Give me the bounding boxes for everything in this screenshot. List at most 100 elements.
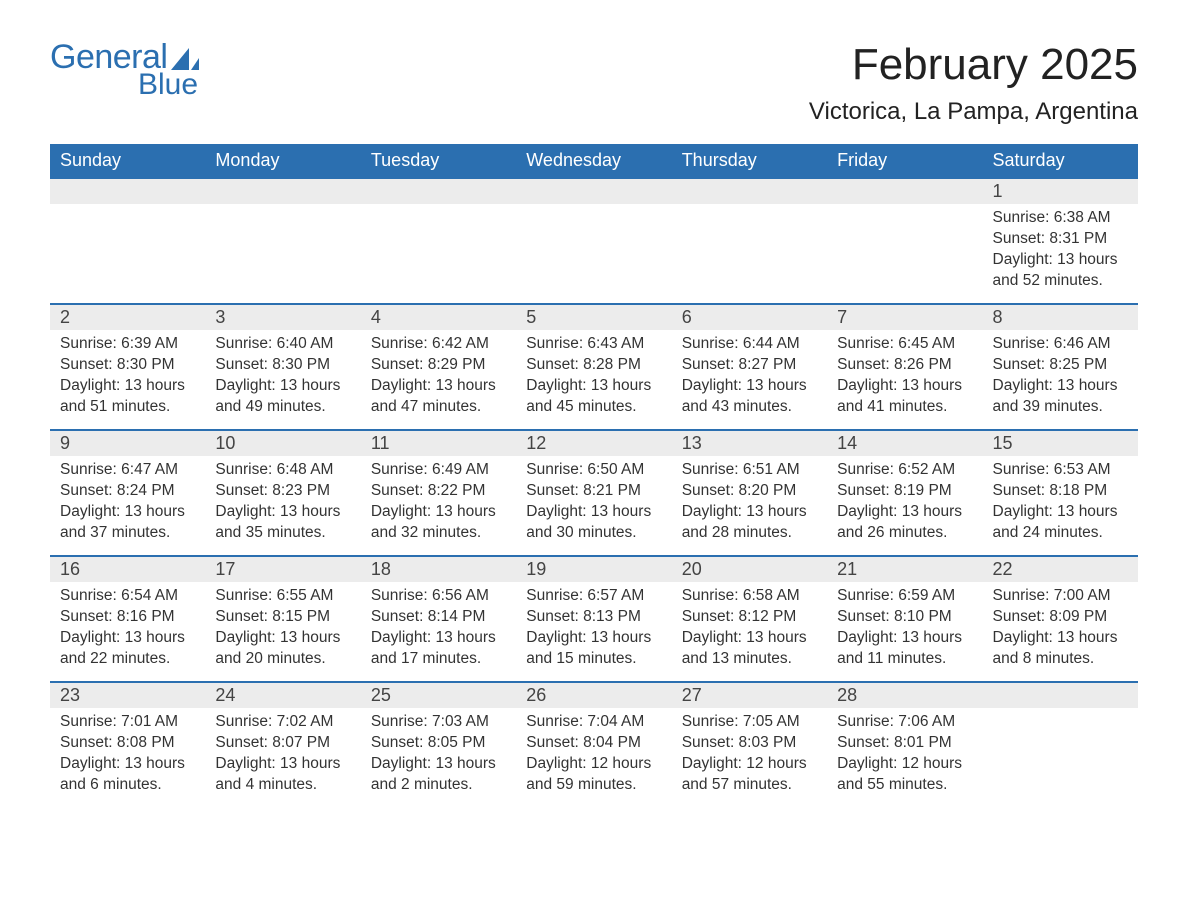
daylight-text: Daylight: 13 hours and 43 minutes. (682, 376, 817, 418)
calendar-cell: 6Sunrise: 6:44 AMSunset: 8:27 PMDaylight… (672, 304, 827, 430)
calendar-cell: 27Sunrise: 7:05 AMSunset: 8:03 PMDayligh… (672, 682, 827, 808)
logo: General Blue (50, 40, 199, 100)
logo-sail-icon (171, 48, 199, 70)
daylight-text: Daylight: 13 hours and 24 minutes. (993, 502, 1128, 544)
day-header-row: Sunday Monday Tuesday Wednesday Thursday… (50, 144, 1138, 178)
calendar-cell: 7Sunrise: 6:45 AMSunset: 8:26 PMDaylight… (827, 304, 982, 430)
day-number: 13 (672, 431, 827, 456)
day-number: 10 (205, 431, 360, 456)
sunrise-text: Sunrise: 6:39 AM (60, 334, 195, 355)
daylight-text: Daylight: 12 hours and 59 minutes. (526, 754, 661, 796)
sunset-text: Sunset: 8:09 PM (993, 607, 1128, 628)
sunset-text: Sunset: 8:29 PM (371, 355, 506, 376)
day-body: Sunrise: 6:53 AMSunset: 8:18 PMDaylight:… (983, 456, 1138, 552)
day-header: Wednesday (516, 144, 671, 178)
day-number (827, 179, 982, 204)
sunset-text: Sunset: 8:16 PM (60, 607, 195, 628)
calendar-cell: 26Sunrise: 7:04 AMSunset: 8:04 PMDayligh… (516, 682, 671, 808)
sunrise-text: Sunrise: 6:38 AM (993, 208, 1128, 229)
sunrise-text: Sunrise: 7:01 AM (60, 712, 195, 733)
day-body: Sunrise: 6:57 AMSunset: 8:13 PMDaylight:… (516, 582, 671, 678)
daylight-text: Daylight: 12 hours and 57 minutes. (682, 754, 817, 796)
sunrise-text: Sunrise: 7:03 AM (371, 712, 506, 733)
day-body: Sunrise: 6:54 AMSunset: 8:16 PMDaylight:… (50, 582, 205, 678)
day-header: Saturday (983, 144, 1138, 178)
logo-text-blue: Blue (138, 70, 199, 100)
day-body: Sunrise: 6:58 AMSunset: 8:12 PMDaylight:… (672, 582, 827, 678)
daylight-text: Daylight: 13 hours and 37 minutes. (60, 502, 195, 544)
daylight-text: Daylight: 13 hours and 30 minutes. (526, 502, 661, 544)
sunrise-text: Sunrise: 6:51 AM (682, 460, 817, 481)
sunrise-text: Sunrise: 7:04 AM (526, 712, 661, 733)
day-number: 16 (50, 557, 205, 582)
day-number: 14 (827, 431, 982, 456)
calendar-cell: 18Sunrise: 6:56 AMSunset: 8:14 PMDayligh… (361, 556, 516, 682)
day-body: Sunrise: 6:39 AMSunset: 8:30 PMDaylight:… (50, 330, 205, 426)
day-body: Sunrise: 6:46 AMSunset: 8:25 PMDaylight:… (983, 330, 1138, 426)
calendar-cell (827, 178, 982, 304)
calendar-cell: 12Sunrise: 6:50 AMSunset: 8:21 PMDayligh… (516, 430, 671, 556)
day-number: 12 (516, 431, 671, 456)
calendar-cell: 21Sunrise: 6:59 AMSunset: 8:10 PMDayligh… (827, 556, 982, 682)
day-number (50, 179, 205, 204)
sunset-text: Sunset: 8:26 PM (837, 355, 972, 376)
sunrise-text: Sunrise: 6:54 AM (60, 586, 195, 607)
sunset-text: Sunset: 8:13 PM (526, 607, 661, 628)
day-body: Sunrise: 7:04 AMSunset: 8:04 PMDaylight:… (516, 708, 671, 804)
calendar-cell: 2Sunrise: 6:39 AMSunset: 8:30 PMDaylight… (50, 304, 205, 430)
day-body: Sunrise: 7:03 AMSunset: 8:05 PMDaylight:… (361, 708, 516, 804)
day-body: Sunrise: 6:55 AMSunset: 8:15 PMDaylight:… (205, 582, 360, 678)
sunrise-text: Sunrise: 6:42 AM (371, 334, 506, 355)
sunset-text: Sunset: 8:20 PM (682, 481, 817, 502)
day-body: Sunrise: 6:42 AMSunset: 8:29 PMDaylight:… (361, 330, 516, 426)
day-number: 25 (361, 683, 516, 708)
day-number: 15 (983, 431, 1138, 456)
daylight-text: Daylight: 13 hours and 47 minutes. (371, 376, 506, 418)
calendar-cell: 24Sunrise: 7:02 AMSunset: 8:07 PMDayligh… (205, 682, 360, 808)
daylight-text: Daylight: 13 hours and 32 minutes. (371, 502, 506, 544)
day-header: Sunday (50, 144, 205, 178)
sunrise-text: Sunrise: 6:40 AM (215, 334, 350, 355)
sunrise-text: Sunrise: 6:55 AM (215, 586, 350, 607)
calendar-cell (50, 178, 205, 304)
calendar-cell: 15Sunrise: 6:53 AMSunset: 8:18 PMDayligh… (983, 430, 1138, 556)
sunset-text: Sunset: 8:01 PM (837, 733, 972, 754)
day-number: 2 (50, 305, 205, 330)
sunrise-text: Sunrise: 6:44 AM (682, 334, 817, 355)
calendar-cell: 5Sunrise: 6:43 AMSunset: 8:28 PMDaylight… (516, 304, 671, 430)
calendar-cell: 16Sunrise: 6:54 AMSunset: 8:16 PMDayligh… (50, 556, 205, 682)
sunrise-text: Sunrise: 6:53 AM (993, 460, 1128, 481)
calendar-cell: 13Sunrise: 6:51 AMSunset: 8:20 PMDayligh… (672, 430, 827, 556)
day-number: 21 (827, 557, 982, 582)
day-number: 9 (50, 431, 205, 456)
daylight-text: Daylight: 13 hours and 22 minutes. (60, 628, 195, 670)
sunset-text: Sunset: 8:15 PM (215, 607, 350, 628)
daylight-text: Daylight: 13 hours and 17 minutes. (371, 628, 506, 670)
daylight-text: Daylight: 13 hours and 6 minutes. (60, 754, 195, 796)
day-body: Sunrise: 6:45 AMSunset: 8:26 PMDaylight:… (827, 330, 982, 426)
calendar-cell: 17Sunrise: 6:55 AMSunset: 8:15 PMDayligh… (205, 556, 360, 682)
calendar-cell: 20Sunrise: 6:58 AMSunset: 8:12 PMDayligh… (672, 556, 827, 682)
sunset-text: Sunset: 8:28 PM (526, 355, 661, 376)
daylight-text: Daylight: 13 hours and 41 minutes. (837, 376, 972, 418)
calendar-cell: 14Sunrise: 6:52 AMSunset: 8:19 PMDayligh… (827, 430, 982, 556)
day-number: 24 (205, 683, 360, 708)
day-number: 5 (516, 305, 671, 330)
calendar-week-row: 23Sunrise: 7:01 AMSunset: 8:08 PMDayligh… (50, 682, 1138, 808)
calendar-cell: 4Sunrise: 6:42 AMSunset: 8:29 PMDaylight… (361, 304, 516, 430)
sunrise-text: Sunrise: 7:02 AM (215, 712, 350, 733)
day-body: Sunrise: 6:44 AMSunset: 8:27 PMDaylight:… (672, 330, 827, 426)
calendar-cell (983, 682, 1138, 808)
day-number: 7 (827, 305, 982, 330)
sunset-text: Sunset: 8:24 PM (60, 481, 195, 502)
day-header: Thursday (672, 144, 827, 178)
day-number (983, 683, 1138, 708)
calendar-week-row: 2Sunrise: 6:39 AMSunset: 8:30 PMDaylight… (50, 304, 1138, 430)
day-body: Sunrise: 6:56 AMSunset: 8:14 PMDaylight:… (361, 582, 516, 678)
sunset-text: Sunset: 8:14 PM (371, 607, 506, 628)
day-body: Sunrise: 6:59 AMSunset: 8:10 PMDaylight:… (827, 582, 982, 678)
calendar-cell (205, 178, 360, 304)
day-body: Sunrise: 7:01 AMSunset: 8:08 PMDaylight:… (50, 708, 205, 804)
sunrise-text: Sunrise: 6:52 AM (837, 460, 972, 481)
location-text: Victorica, La Pampa, Argentina (809, 98, 1138, 126)
